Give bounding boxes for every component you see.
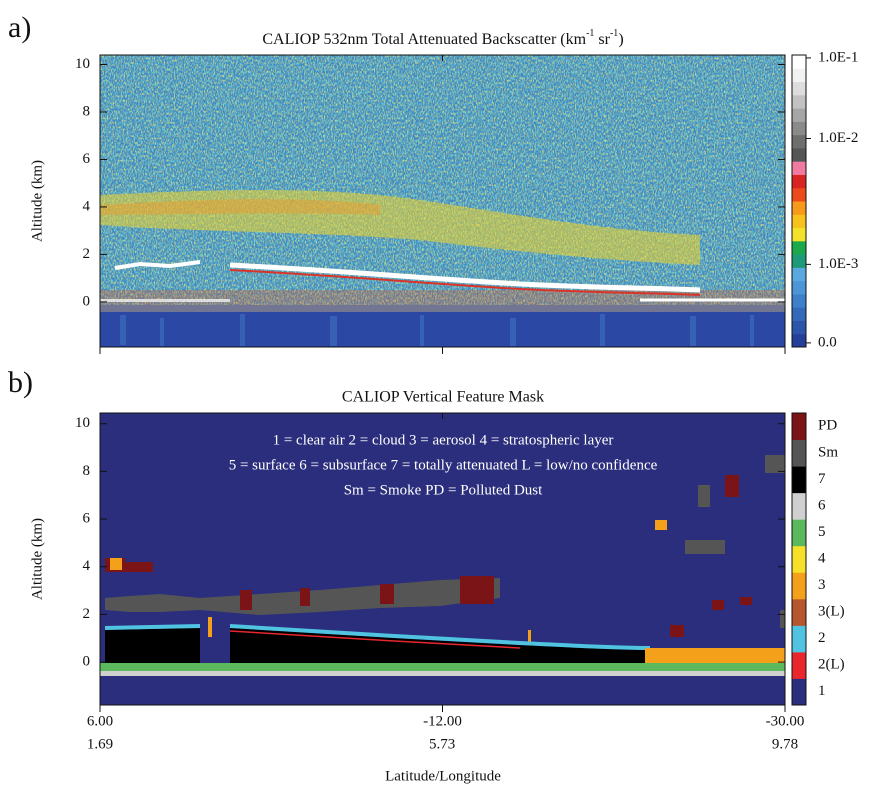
legend-label: 2(L) <box>818 657 845 673</box>
colorbar-segment <box>792 307 806 321</box>
y-axis-label: Altitude (km) <box>29 160 45 242</box>
colorbar-segment <box>792 280 806 295</box>
legend-swatch <box>792 492 806 520</box>
legend-label: 1 <box>818 683 826 699</box>
legend-label: 4 <box>818 550 826 566</box>
legend-label: 2 <box>818 630 826 646</box>
colorbar-segment <box>792 293 806 308</box>
legend-swatch <box>792 678 806 706</box>
colorbar-segment <box>792 81 806 96</box>
colorbar-label: 0.0 <box>818 334 837 350</box>
title-part: CALIOP 532nm Total Attenuated Backscatte… <box>262 31 586 48</box>
colorbar-segment <box>792 94 806 109</box>
legend-frame <box>791 412 807 706</box>
legend-swatch <box>792 519 806 547</box>
panel-label: b) <box>8 366 33 399</box>
colorbar-segment <box>792 227 806 242</box>
legend-swatch <box>792 413 806 441</box>
legend-swatch <box>792 439 806 467</box>
x-tick-label: -30.00 <box>766 713 805 729</box>
y-tick-label: 0 <box>83 293 91 309</box>
colorbar-label: 1.0E-2 <box>818 130 858 146</box>
colorbar-segment <box>792 147 806 162</box>
x-tick-label: 6.00 <box>87 713 113 729</box>
colorbar-segment <box>792 68 806 83</box>
panel-label: a) <box>8 11 31 44</box>
title-sup: -1 <box>586 28 594 39</box>
legend-label: 7 <box>818 471 826 487</box>
x2-tick-label: 1.69 <box>87 736 113 752</box>
legend-label: 3(L) <box>818 604 845 620</box>
colorbar-label: 1.0E-3 <box>818 256 858 272</box>
colorbar-segment <box>792 320 806 335</box>
colorbar-segment <box>792 108 806 122</box>
chart-title: CALIOP 532nm Total Attenuated Backscatte… <box>262 28 623 47</box>
colorbar-segment <box>792 201 806 215</box>
x-axis-label: Latitude/Longitude <box>385 768 501 784</box>
x2-tick-label: 5.73 <box>429 736 455 752</box>
colorbar-segment <box>792 121 806 136</box>
x2-tick-label: 9.78 <box>772 736 798 752</box>
feature-mask-image <box>100 413 785 705</box>
legend-label: 5 <box>818 524 826 540</box>
colorbar-segment <box>792 174 806 189</box>
colorbar-segment <box>792 254 806 268</box>
annotation: 5 = surface 6 = subsurface 7 = totally a… <box>229 457 658 473</box>
legend-swatch <box>792 545 806 573</box>
backscatter-image <box>100 55 785 347</box>
y-tick-label: 8 <box>83 463 91 479</box>
y-tick-label: 10 <box>75 56 90 72</box>
y-tick-label: 10 <box>75 415 90 431</box>
y-tick-label: 6 <box>83 151 91 167</box>
legend-label: PD <box>818 418 837 434</box>
title-part: ) <box>618 31 623 48</box>
y-tick-label: 4 <box>83 558 91 574</box>
colorbar-segment <box>792 134 806 149</box>
y-tick-label: 8 <box>83 103 91 119</box>
annotation: 1 = clear air 2 = cloud 3 = aerosol 4 = … <box>273 432 614 448</box>
y-tick-label: 0 <box>83 654 91 670</box>
title-sup: -1 <box>610 28 618 39</box>
legend-label: 3 <box>818 577 826 593</box>
colorbar-segment <box>792 161 806 175</box>
colorbar-label: 1.0E-1 <box>818 49 858 65</box>
legend-swatch <box>792 466 806 494</box>
colorbar-segment <box>792 214 806 229</box>
colorbar-segment <box>792 240 806 255</box>
colorbar-frame <box>791 54 807 348</box>
chart-title: CALIOP Vertical Feature Mask <box>342 389 544 406</box>
legend-label: 6 <box>818 497 826 513</box>
legend-swatch <box>792 572 806 600</box>
y-tick-label: 2 <box>83 246 91 262</box>
y-tick-label: 2 <box>83 606 91 622</box>
colorbar-segment <box>792 267 806 282</box>
legend-label: Sm <box>818 444 838 460</box>
legend-swatch <box>792 651 806 679</box>
legend-swatch <box>792 625 806 653</box>
colorbar-segment <box>792 55 806 69</box>
x-tick-label: -12.00 <box>423 713 462 729</box>
annotation: Sm = Smoke PD = Polluted Dust <box>344 482 543 498</box>
colorbar-segment <box>792 187 806 202</box>
colorbar-segment <box>792 333 806 348</box>
title-part: sr <box>594 31 610 48</box>
y-axis-label: Altitude (km) <box>29 518 45 600</box>
y-tick-label: 6 <box>83 511 91 527</box>
y-tick-label: 4 <box>83 198 91 214</box>
legend-swatch <box>792 598 806 626</box>
